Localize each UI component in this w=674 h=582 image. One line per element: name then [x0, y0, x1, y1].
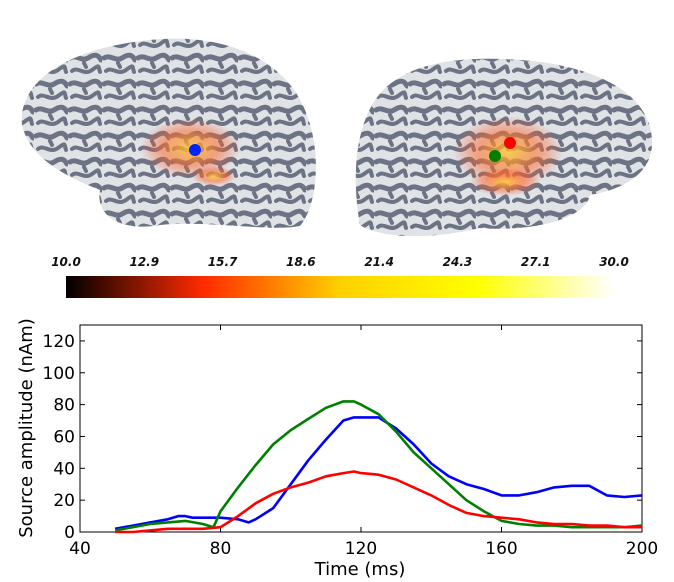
y-tick-label: 40 [53, 459, 75, 479]
y-tick-label: 80 [53, 396, 75, 416]
x-tick-label: 80 [210, 539, 232, 559]
plot-area [79, 324, 643, 533]
colorbar-tick-label: 30.0 [599, 255, 629, 269]
y-tick-label: 20 [53, 491, 75, 511]
x-tick-label: 160 [485, 539, 517, 559]
y-tick-label: 120 [43, 332, 75, 352]
right-hemisphere [355, 58, 653, 236]
series-group [114, 400, 643, 534]
x-tick-label: 40 [69, 539, 91, 559]
plot-frame [79, 324, 643, 533]
left-hemisphere [21, 38, 316, 228]
colorbar [66, 276, 614, 298]
green-marker [489, 150, 501, 162]
left-activation-region-lower [192, 166, 236, 186]
series-line-1 [114, 416, 643, 531]
series-line-2 [114, 400, 643, 532]
colorbar-tick-label: 21.4 [364, 255, 394, 269]
right-activation-region-lower [470, 168, 540, 196]
tick-labels: 40 80 120 160 200 0 20 40 60 80 100 120 [43, 332, 659, 559]
colorbar-tick-label: 15.7 [207, 255, 238, 269]
y-tick-label: 100 [43, 364, 75, 384]
x-tick-label: 120 [345, 539, 377, 559]
colorbar-tick-label: 27.1 [520, 255, 551, 269]
series-line-3 [115, 470, 642, 534]
x-tick-label: 200 [626, 539, 658, 559]
y-axis-label: Source amplitude (nAm) [16, 318, 37, 538]
colorbar-tick-label: 12.9 [129, 255, 160, 269]
y-tick-label: 0 [64, 523, 75, 543]
colorbar-tick-label: 24.3 [442, 255, 473, 269]
x-axis-label: Time (ms) [314, 559, 406, 580]
blue-marker [189, 144, 201, 156]
right-activation-region [453, 116, 563, 188]
source-amplitude-chart: 40 80 120 160 200 0 20 40 60 80 100 120 Time (ms) S… [16, 318, 659, 580]
brain-surfaces-figure [21, 38, 653, 236]
colorbar-tick-label: 10.0 [51, 255, 81, 269]
colorbar-tick-label: 18.6 [286, 255, 316, 269]
y-tick-label: 60 [53, 427, 75, 447]
red-marker [504, 137, 516, 149]
colorbar-tick-labels: 10.0 12.9 15.7 18.6 21.4 24.3 27.1 30.0 [0, 255, 674, 273]
